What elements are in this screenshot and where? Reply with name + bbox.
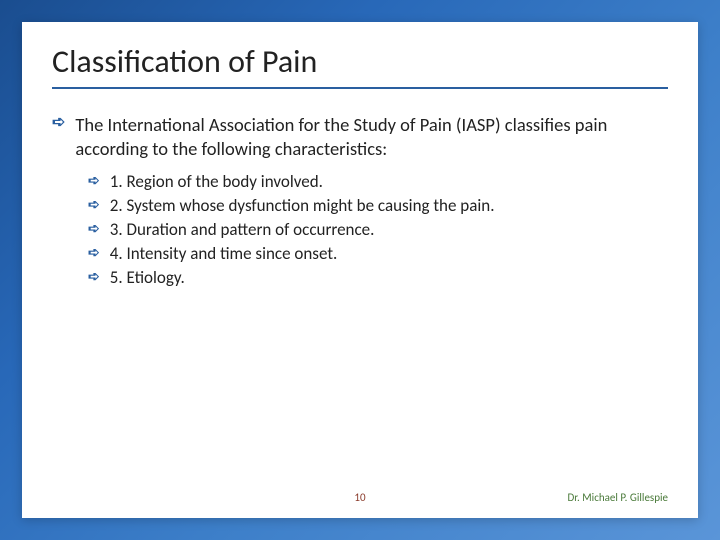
arrow-icon: ➪ xyxy=(88,267,100,287)
sublist: ➪ 1. Region of the body involved. ➪ 2. S… xyxy=(88,171,668,290)
slide-inner: Classification of Pain ➪ The Internation… xyxy=(22,22,698,518)
slide-number: 10 xyxy=(354,491,365,504)
item-text: 4. Intensity and time since onset. xyxy=(110,243,338,266)
arrow-icon: ➪ xyxy=(88,219,100,239)
author-name: Dr. Michael P. Gillespie xyxy=(568,491,668,504)
item-text: 2. System whose dysfunction might be cau… xyxy=(110,195,495,218)
list-item: ➪ 3. Duration and pattern of occurrence. xyxy=(88,219,668,242)
item-text: 3. Duration and pattern of occurrence. xyxy=(110,219,375,242)
item-text: 1. Region of the body involved. xyxy=(110,171,323,194)
list-item: ➪ 2. System whose dysfunction might be c… xyxy=(88,195,668,218)
arrow-icon: ➪ xyxy=(88,243,100,263)
list-item: ➪ 5. Etiology. xyxy=(88,267,668,290)
intro-text: The International Association for the St… xyxy=(75,113,668,161)
list-item: ➪ 1. Region of the body involved. xyxy=(88,171,668,194)
item-text: 5. Etiology. xyxy=(110,267,185,290)
slide-title: Classification of Pain xyxy=(52,42,668,81)
title-rule xyxy=(52,87,668,89)
arrow-icon: ➪ xyxy=(88,195,100,215)
slide: Classification of Pain ➪ The Internation… xyxy=(0,0,720,540)
arrow-icon: ➪ xyxy=(52,113,65,134)
footer: 10 Dr. Michael P. Gillespie xyxy=(52,491,668,504)
list-item: ➪ 4. Intensity and time since onset. xyxy=(88,243,668,266)
arrow-icon: ➪ xyxy=(88,171,100,191)
intro-row: ➪ The International Association for the … xyxy=(52,113,668,161)
